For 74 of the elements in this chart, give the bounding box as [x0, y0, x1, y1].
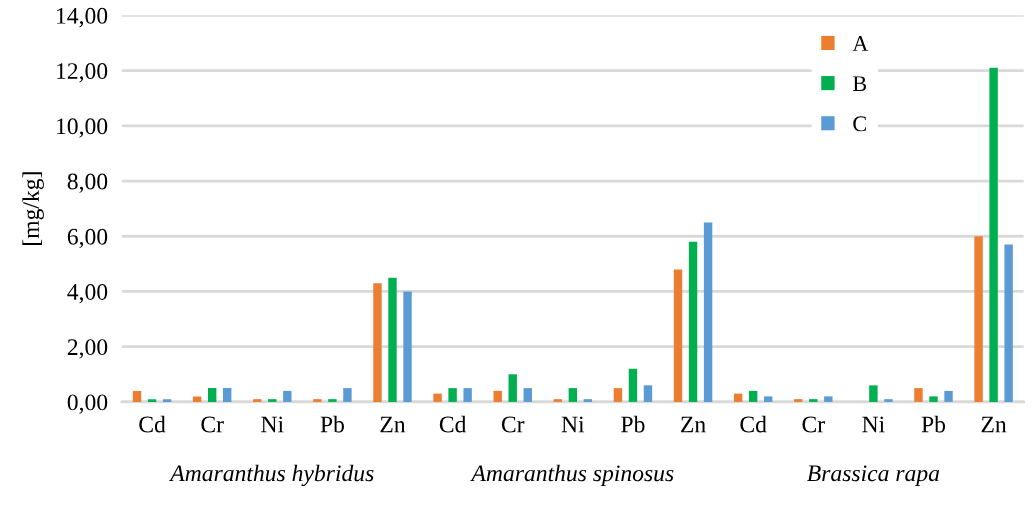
- x-tick-label: Cr: [501, 416, 525, 433]
- x-tick-label: Cr: [802, 416, 825, 433]
- bar: [914, 388, 923, 402]
- bar: [809, 399, 818, 402]
- bar: [343, 388, 352, 402]
- bar: [869, 385, 878, 402]
- bar: [268, 399, 277, 402]
- y-tick-label: 2,00: [67, 339, 108, 359]
- bar: [207, 388, 217, 402]
- bar: [643, 385, 653, 402]
- x-tick-label: Zn: [380, 416, 406, 433]
- bar: [433, 393, 442, 402]
- bar: [568, 388, 578, 402]
- legend-label: C: [853, 116, 866, 132]
- bar: [448, 388, 457, 402]
- bar: [583, 399, 593, 402]
- bar: [929, 396, 938, 402]
- legend-label: A: [852, 36, 869, 51]
- bar: [373, 283, 382, 402]
- y-axis-title: [mg/kg]: [22, 172, 44, 245]
- bar: [989, 67, 998, 402]
- x-tick-label: Cd: [139, 415, 166, 433]
- bar: [192, 396, 202, 402]
- bar: [733, 393, 743, 402]
- bar: [794, 399, 803, 402]
- text: Amaranthus spinosus: [470, 464, 674, 487]
- x-tick-label: Cr: [201, 416, 224, 433]
- x-tick-label: Cd: [439, 415, 467, 433]
- bar: [132, 390, 142, 402]
- bar: [508, 374, 517, 402]
- bar: [493, 390, 502, 402]
- bar: [523, 388, 532, 402]
- bar: [628, 368, 638, 402]
- bar: [974, 236, 983, 402]
- bar: [763, 396, 773, 402]
- bar: [313, 399, 322, 402]
- x-tick-label: Pb: [320, 415, 344, 433]
- bar: [283, 390, 292, 402]
- x-tick-label: Ni: [261, 416, 284, 433]
- y-tick-label: 14,00: [57, 7, 108, 28]
- text: Brassica rapa: [807, 465, 940, 487]
- x-tick-label: Zn: [681, 416, 706, 433]
- x-tick-label: Cd: [740, 415, 767, 433]
- bar: [1004, 244, 1013, 402]
- bar: [884, 399, 893, 402]
- bar: [388, 277, 397, 402]
- bar: [223, 388, 232, 402]
- bar: [463, 388, 472, 402]
- x-tick-label: Ni: [862, 416, 885, 433]
- x-tick-label: Ni: [561, 416, 585, 433]
- text: Amaranthus hybridus: [169, 464, 374, 487]
- y-tick-label: 10,00: [57, 118, 108, 138]
- x-tick-label: Zn: [981, 416, 1007, 433]
- bar: [253, 399, 262, 402]
- bar: [824, 396, 833, 402]
- legend-label: B: [853, 76, 867, 91]
- bar: [147, 399, 157, 402]
- y-tick-label: 4,00: [67, 283, 108, 304]
- bar: [613, 388, 623, 402]
- bar: [673, 269, 683, 402]
- y-tick-label: 0,00: [67, 394, 108, 414]
- y-tick-label: 8,00: [67, 173, 108, 193]
- bar: [328, 399, 337, 402]
- y-tick-label: 12,00: [57, 63, 108, 83]
- bar: [553, 399, 563, 402]
- bar: [403, 291, 412, 402]
- x-tick-label: Pb: [621, 415, 645, 433]
- y-tick-label: 6,00: [67, 228, 108, 249]
- x-tick-label: Pb: [921, 415, 946, 433]
- bar: [944, 390, 953, 402]
- bar: [748, 390, 758, 402]
- bar: [688, 241, 698, 402]
- bar: [162, 399, 172, 402]
- bar: [703, 222, 713, 402]
